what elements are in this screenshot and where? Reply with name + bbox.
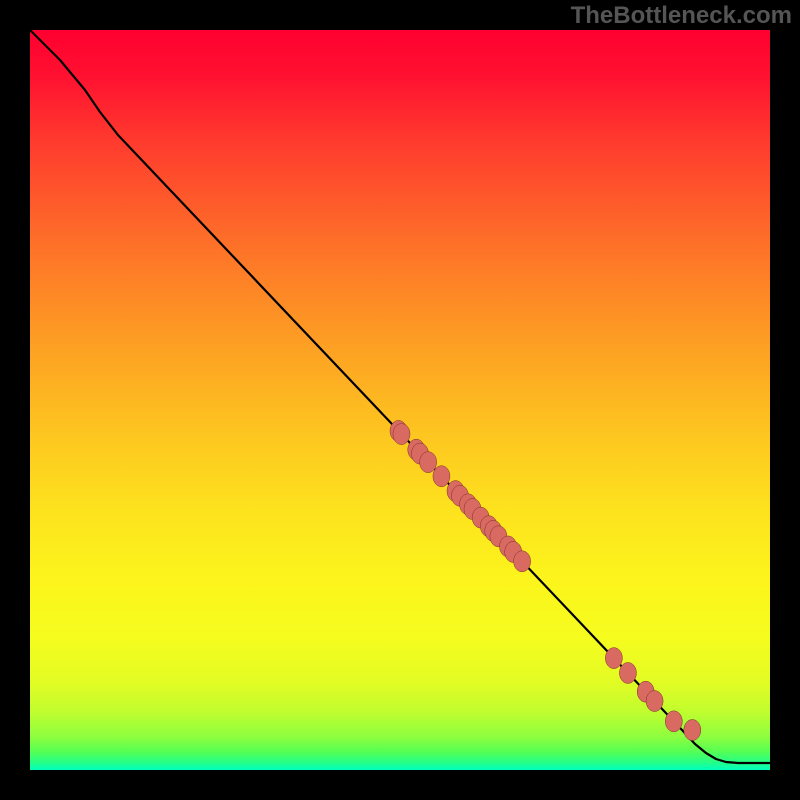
data-point bbox=[605, 648, 622, 669]
data-point bbox=[393, 424, 410, 445]
data-point bbox=[420, 452, 437, 473]
markers-layer bbox=[0, 0, 800, 800]
data-point bbox=[619, 662, 636, 683]
data-point bbox=[684, 720, 701, 741]
data-point bbox=[646, 691, 663, 712]
chart-stage: TheBottleneck.com bbox=[0, 0, 800, 800]
data-point bbox=[665, 711, 682, 732]
data-point bbox=[514, 551, 531, 572]
data-point bbox=[433, 466, 450, 487]
